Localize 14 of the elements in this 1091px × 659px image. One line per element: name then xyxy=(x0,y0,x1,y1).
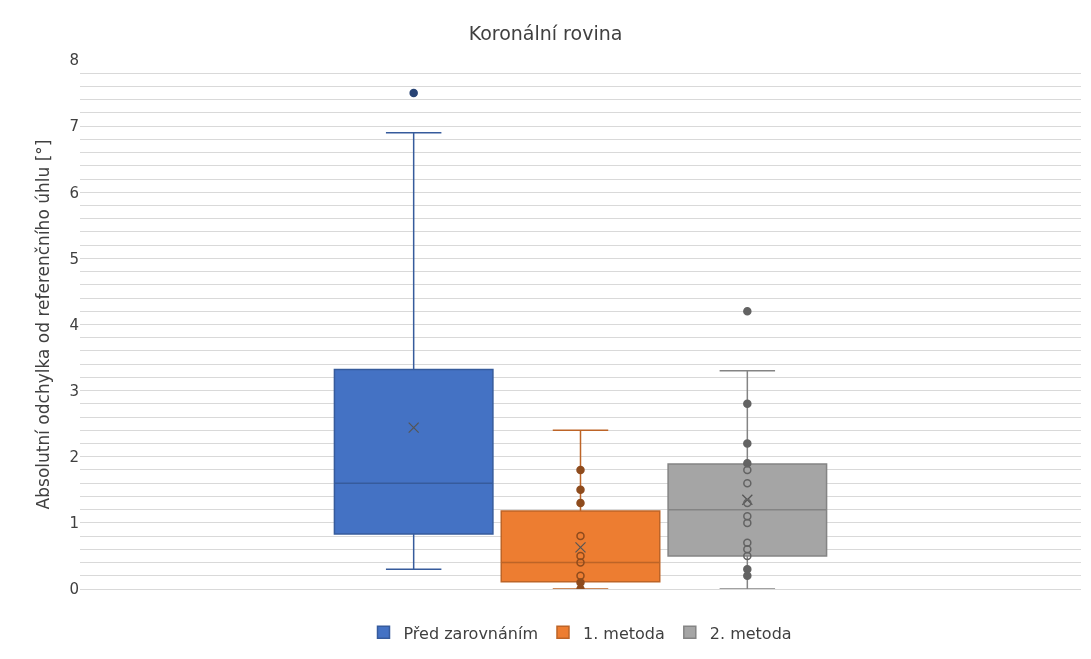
y-tick-label: 2 xyxy=(69,448,79,466)
legend-label: 1. metoda xyxy=(582,623,665,643)
y-tick-label: 1 xyxy=(69,514,79,533)
y-tick-label: 8 xyxy=(69,51,79,70)
legend-label: Před zarovnáním xyxy=(403,623,538,643)
chart-title: Koronální rovina xyxy=(468,21,623,44)
y-axis-title: Absolutní odchylka od referenčního úhlu [°] xyxy=(33,139,53,510)
y-tick-label: 6 xyxy=(69,183,79,202)
y-tick-label: 5 xyxy=(69,249,79,268)
y-tick-label: 3 xyxy=(69,381,79,400)
y-tick-label: 4 xyxy=(69,315,79,334)
legend-label: 2. metoda xyxy=(709,623,792,643)
y-tick-label: 0 xyxy=(69,580,79,599)
y-tick-label: 7 xyxy=(69,117,79,136)
